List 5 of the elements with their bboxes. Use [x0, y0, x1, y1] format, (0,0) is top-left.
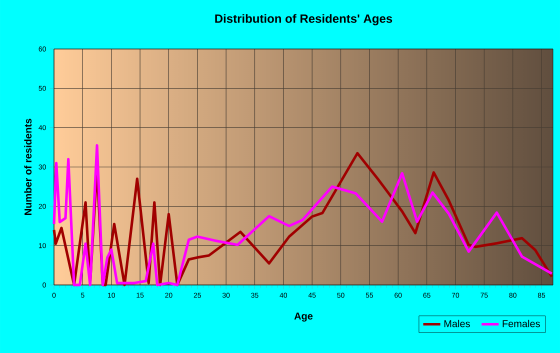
legend-label: Males [444, 320, 470, 328]
x-axis-title: Age [294, 312, 313, 322]
y-axis-title: Number of residents [24, 118, 32, 215]
chart-title: Distribution of Residents' Ages [215, 14, 392, 26]
legend-label: Females [502, 320, 540, 328]
